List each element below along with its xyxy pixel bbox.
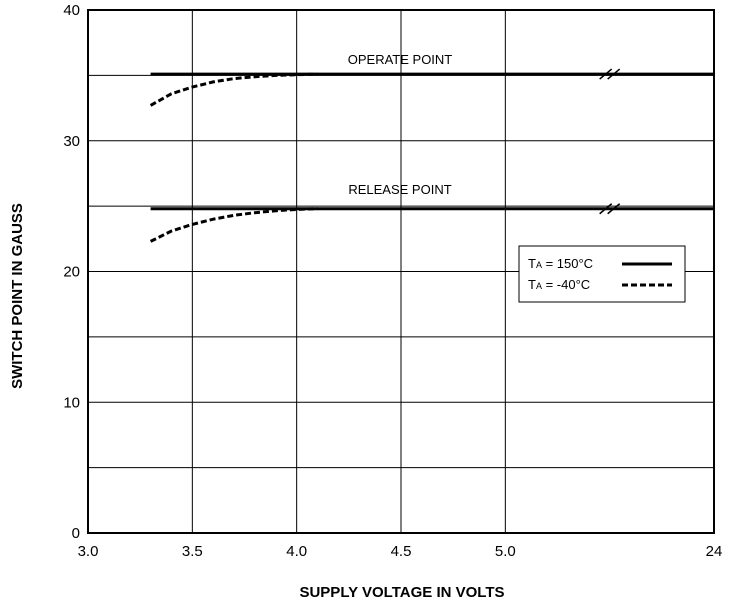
legend-box [518,245,686,303]
y-tick-label: 20 [63,264,80,281]
y-tick-label: 30 [63,133,80,150]
legend-label-minus40c: TA = -40°C [528,277,590,292]
series-line-operate-dashed [149,72,318,107]
x-tick-label: 24 [706,543,723,560]
x-tick-label: 3.5 [182,543,203,560]
axis-break-mark [599,68,613,80]
y-axis-title: SWITCH POINT IN GAUSS [9,203,26,389]
x-tick-label: 4.5 [391,543,412,560]
axis-break-mark [599,203,613,215]
x-tick-label: 3.0 [78,543,99,560]
y-tick-label: 10 [63,394,80,411]
plot-frame [87,9,715,534]
annotation-operate-point: OPERATE POINT [348,52,453,67]
legend-label-150c: TA = 150°C [528,256,593,271]
series-line-release-dashed [149,207,318,243]
annotation-release-point: RELEASE POINT [348,182,451,197]
legend: TA = 150°C TA = -40°C [518,245,686,303]
y-tick-label: 40 [63,2,80,19]
axis-break-mark [607,203,621,215]
x-axis-title: SUPPLY VOLTAGE IN VOLTS [299,584,504,601]
x-tick-labels: 3.0 3.5 4.0 4.5 5.0 24 [78,543,723,560]
series-group [149,68,714,243]
x-tick-label: 4.0 [286,543,307,560]
x-tick-label: 5.0 [495,543,516,560]
plot-border [87,9,715,534]
y-tick-labels: 0 10 20 30 40 [63,2,80,542]
y-tick-label: 0 [72,525,80,542]
axis-break-mark [607,68,621,80]
